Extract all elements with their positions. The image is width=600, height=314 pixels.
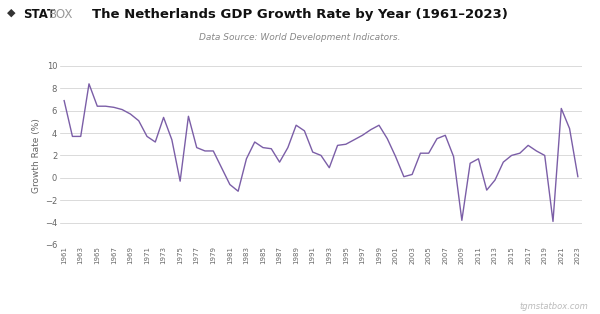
Text: BOX: BOX	[49, 8, 74, 21]
Text: tgmstatbox.com: tgmstatbox.com	[519, 302, 588, 311]
Text: The Netherlands GDP Growth Rate by Year (1961–2023): The Netherlands GDP Growth Rate by Year …	[92, 8, 508, 21]
Text: STAT: STAT	[23, 8, 55, 21]
Y-axis label: Growth Rate (%): Growth Rate (%)	[32, 118, 41, 193]
Text: ◆: ◆	[7, 8, 16, 18]
Text: Data Source: World Development Indicators.: Data Source: World Development Indicator…	[199, 33, 401, 42]
